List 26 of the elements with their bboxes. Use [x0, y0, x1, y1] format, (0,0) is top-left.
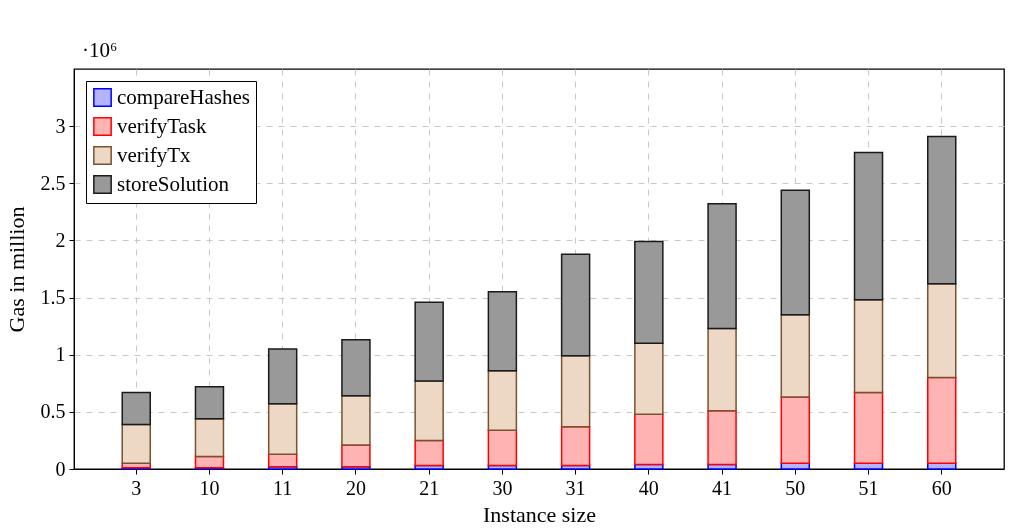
x-axis-title: Instance size: [483, 501, 596, 527]
text: ·10⁶: [82, 38, 118, 62]
x-tick-label: 21: [419, 476, 440, 499]
x-tick-label: 60: [931, 476, 952, 499]
x-tick-label: 51: [858, 476, 879, 499]
x-tick-label: 10: [199, 476, 220, 499]
x-tick-label: 30: [492, 476, 513, 499]
legend-label: storeSolution: [117, 171, 230, 196]
y-tick-label: 0: [55, 457, 66, 480]
x-tick-label: 11: [273, 476, 293, 499]
y-tick-label: 1.5: [40, 286, 66, 309]
x-tick-label: 31: [565, 476, 586, 499]
y-tick-label: 2: [55, 228, 66, 251]
y-tick-label: 0.5: [40, 400, 66, 423]
x-tick-label: 41: [712, 476, 733, 499]
x-tick-label: 40: [638, 476, 659, 499]
legend-label: verifyTask: [117, 113, 207, 138]
y-tick-label: 1: [55, 343, 66, 366]
y-tick-label: 3: [55, 114, 66, 137]
y-axis-title: Gas in million: [3, 206, 29, 333]
x-tick-label: 3: [131, 476, 142, 499]
legend-label: compareHashes: [117, 84, 250, 109]
legend-label: verifyTx: [117, 142, 191, 167]
y-tick-label: 2.5: [40, 171, 66, 194]
x-tick-label: 50: [785, 476, 806, 499]
x-tick-label: 20: [345, 476, 366, 499]
